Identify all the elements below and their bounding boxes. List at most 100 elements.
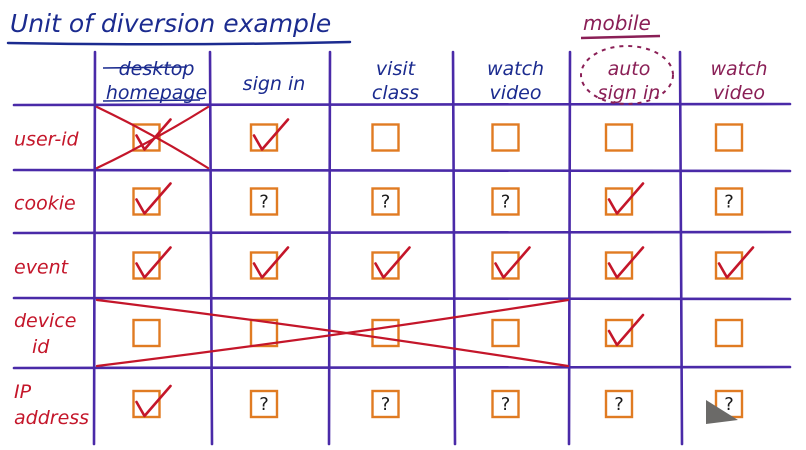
checkbox-square — [604, 318, 634, 348]
table-cell — [491, 318, 520, 348]
question-mark: ? — [259, 394, 269, 415]
checkbox-square — [249, 389, 279, 419]
table-cell — [714, 246, 755, 280]
table-cell: ? — [249, 389, 279, 419]
question-mark: ? — [259, 192, 269, 213]
checkbox-square — [371, 123, 400, 152]
question-mark: ? — [381, 394, 391, 415]
checkbox-square — [491, 251, 520, 280]
checkbox-square — [491, 318, 520, 348]
grid-vertical-line — [92, 50, 97, 446]
row-header-label: IP — [14, 381, 32, 403]
checkbox-square — [604, 123, 634, 152]
column-header-line: video — [713, 82, 765, 104]
cross-out-line — [95, 298, 570, 368]
question-mark: ? — [501, 394, 511, 415]
grid-horizontal-line — [12, 168, 792, 173]
check-mark — [607, 182, 645, 215]
checkbox-square — [132, 123, 161, 152]
table-cell — [249, 118, 290, 152]
column-header-line: sign in — [598, 82, 661, 104]
checkbox-square — [714, 123, 744, 152]
checkbox-square — [249, 123, 279, 152]
question-mark: ? — [614, 394, 624, 415]
checkbox-square — [249, 318, 279, 348]
column-header-line: watch — [487, 58, 544, 80]
column-header-line: sign in — [243, 73, 306, 95]
table-cell — [132, 384, 172, 419]
checkbox-square — [132, 187, 161, 216]
table-cell — [714, 123, 744, 152]
check-mark — [135, 182, 172, 215]
grid-vertical-line — [451, 50, 457, 446]
table-cell — [132, 318, 161, 348]
grid-vertical-line — [327, 50, 332, 446]
table-cell — [714, 318, 744, 348]
table-cell: ? — [249, 187, 279, 216]
checkbox-square — [491, 389, 520, 419]
checkbox-square — [249, 187, 279, 216]
row-header-label: address — [14, 407, 89, 429]
check-mark — [494, 246, 531, 279]
checkbox-square — [604, 389, 634, 419]
checkbox-square — [371, 251, 400, 280]
table-cell: ? — [491, 389, 520, 419]
checkbox-square — [714, 187, 744, 216]
grid-horizontal-line — [12, 296, 792, 301]
check-mark — [252, 118, 290, 151]
checkbox-square — [371, 389, 400, 419]
auto-sign-in-dashed-circle — [580, 45, 674, 105]
column-header-line: watch — [710, 58, 767, 80]
column-header-line: desktop — [119, 58, 195, 80]
row-header-label: device — [14, 310, 76, 332]
cross-out-line — [95, 105, 210, 170]
checkbox-square — [371, 187, 400, 216]
table-cell: ? — [371, 187, 400, 216]
checkbox-square — [714, 318, 744, 348]
check-mark — [607, 313, 645, 347]
table-cell: ? — [491, 187, 520, 216]
header-underline — [102, 66, 187, 69]
grid-vertical-line — [678, 50, 684, 446]
mobile-group-label: mobile — [583, 11, 651, 35]
title-underline — [6, 40, 352, 46]
grid-vertical-line — [208, 50, 214, 446]
column-header-line: class — [372, 82, 419, 104]
table-cell: ? — [714, 187, 744, 216]
grid-horizontal-line — [12, 230, 792, 235]
check-mark — [717, 246, 755, 279]
checkbox-square — [491, 187, 520, 216]
table-cell: ? — [371, 389, 400, 419]
column-header-line: video — [490, 82, 542, 104]
row-header-label: id — [32, 336, 50, 358]
video-overlay-corner-icon — [706, 400, 738, 424]
checkbox-square — [132, 318, 161, 348]
table-cell: ? — [604, 389, 634, 419]
checkbox-square — [371, 318, 400, 348]
table-cell — [371, 246, 411, 280]
table-cell — [132, 182, 172, 216]
column-header-line: visit — [376, 58, 417, 80]
check-mark — [135, 118, 172, 151]
grid-vertical-line — [567, 50, 572, 446]
table-cell — [132, 246, 172, 280]
table-cell — [371, 123, 400, 152]
checkbox-square — [604, 187, 634, 216]
column-header-line: homepage — [106, 82, 207, 104]
cross-out-line — [95, 105, 210, 170]
table-cell — [604, 313, 645, 348]
table-cell — [491, 246, 531, 280]
table-cell — [604, 246, 645, 280]
page-title: Unit of diversion example — [10, 9, 331, 38]
row-header-label: cookie — [14, 193, 76, 215]
header-underline — [102, 99, 201, 102]
table-cell — [132, 118, 172, 152]
question-mark: ? — [381, 192, 391, 213]
checkbox-square — [714, 251, 744, 280]
checkbox-square — [604, 251, 634, 280]
checkbox-square — [132, 251, 161, 280]
question-mark: ? — [724, 192, 734, 213]
table-cell — [371, 318, 400, 348]
